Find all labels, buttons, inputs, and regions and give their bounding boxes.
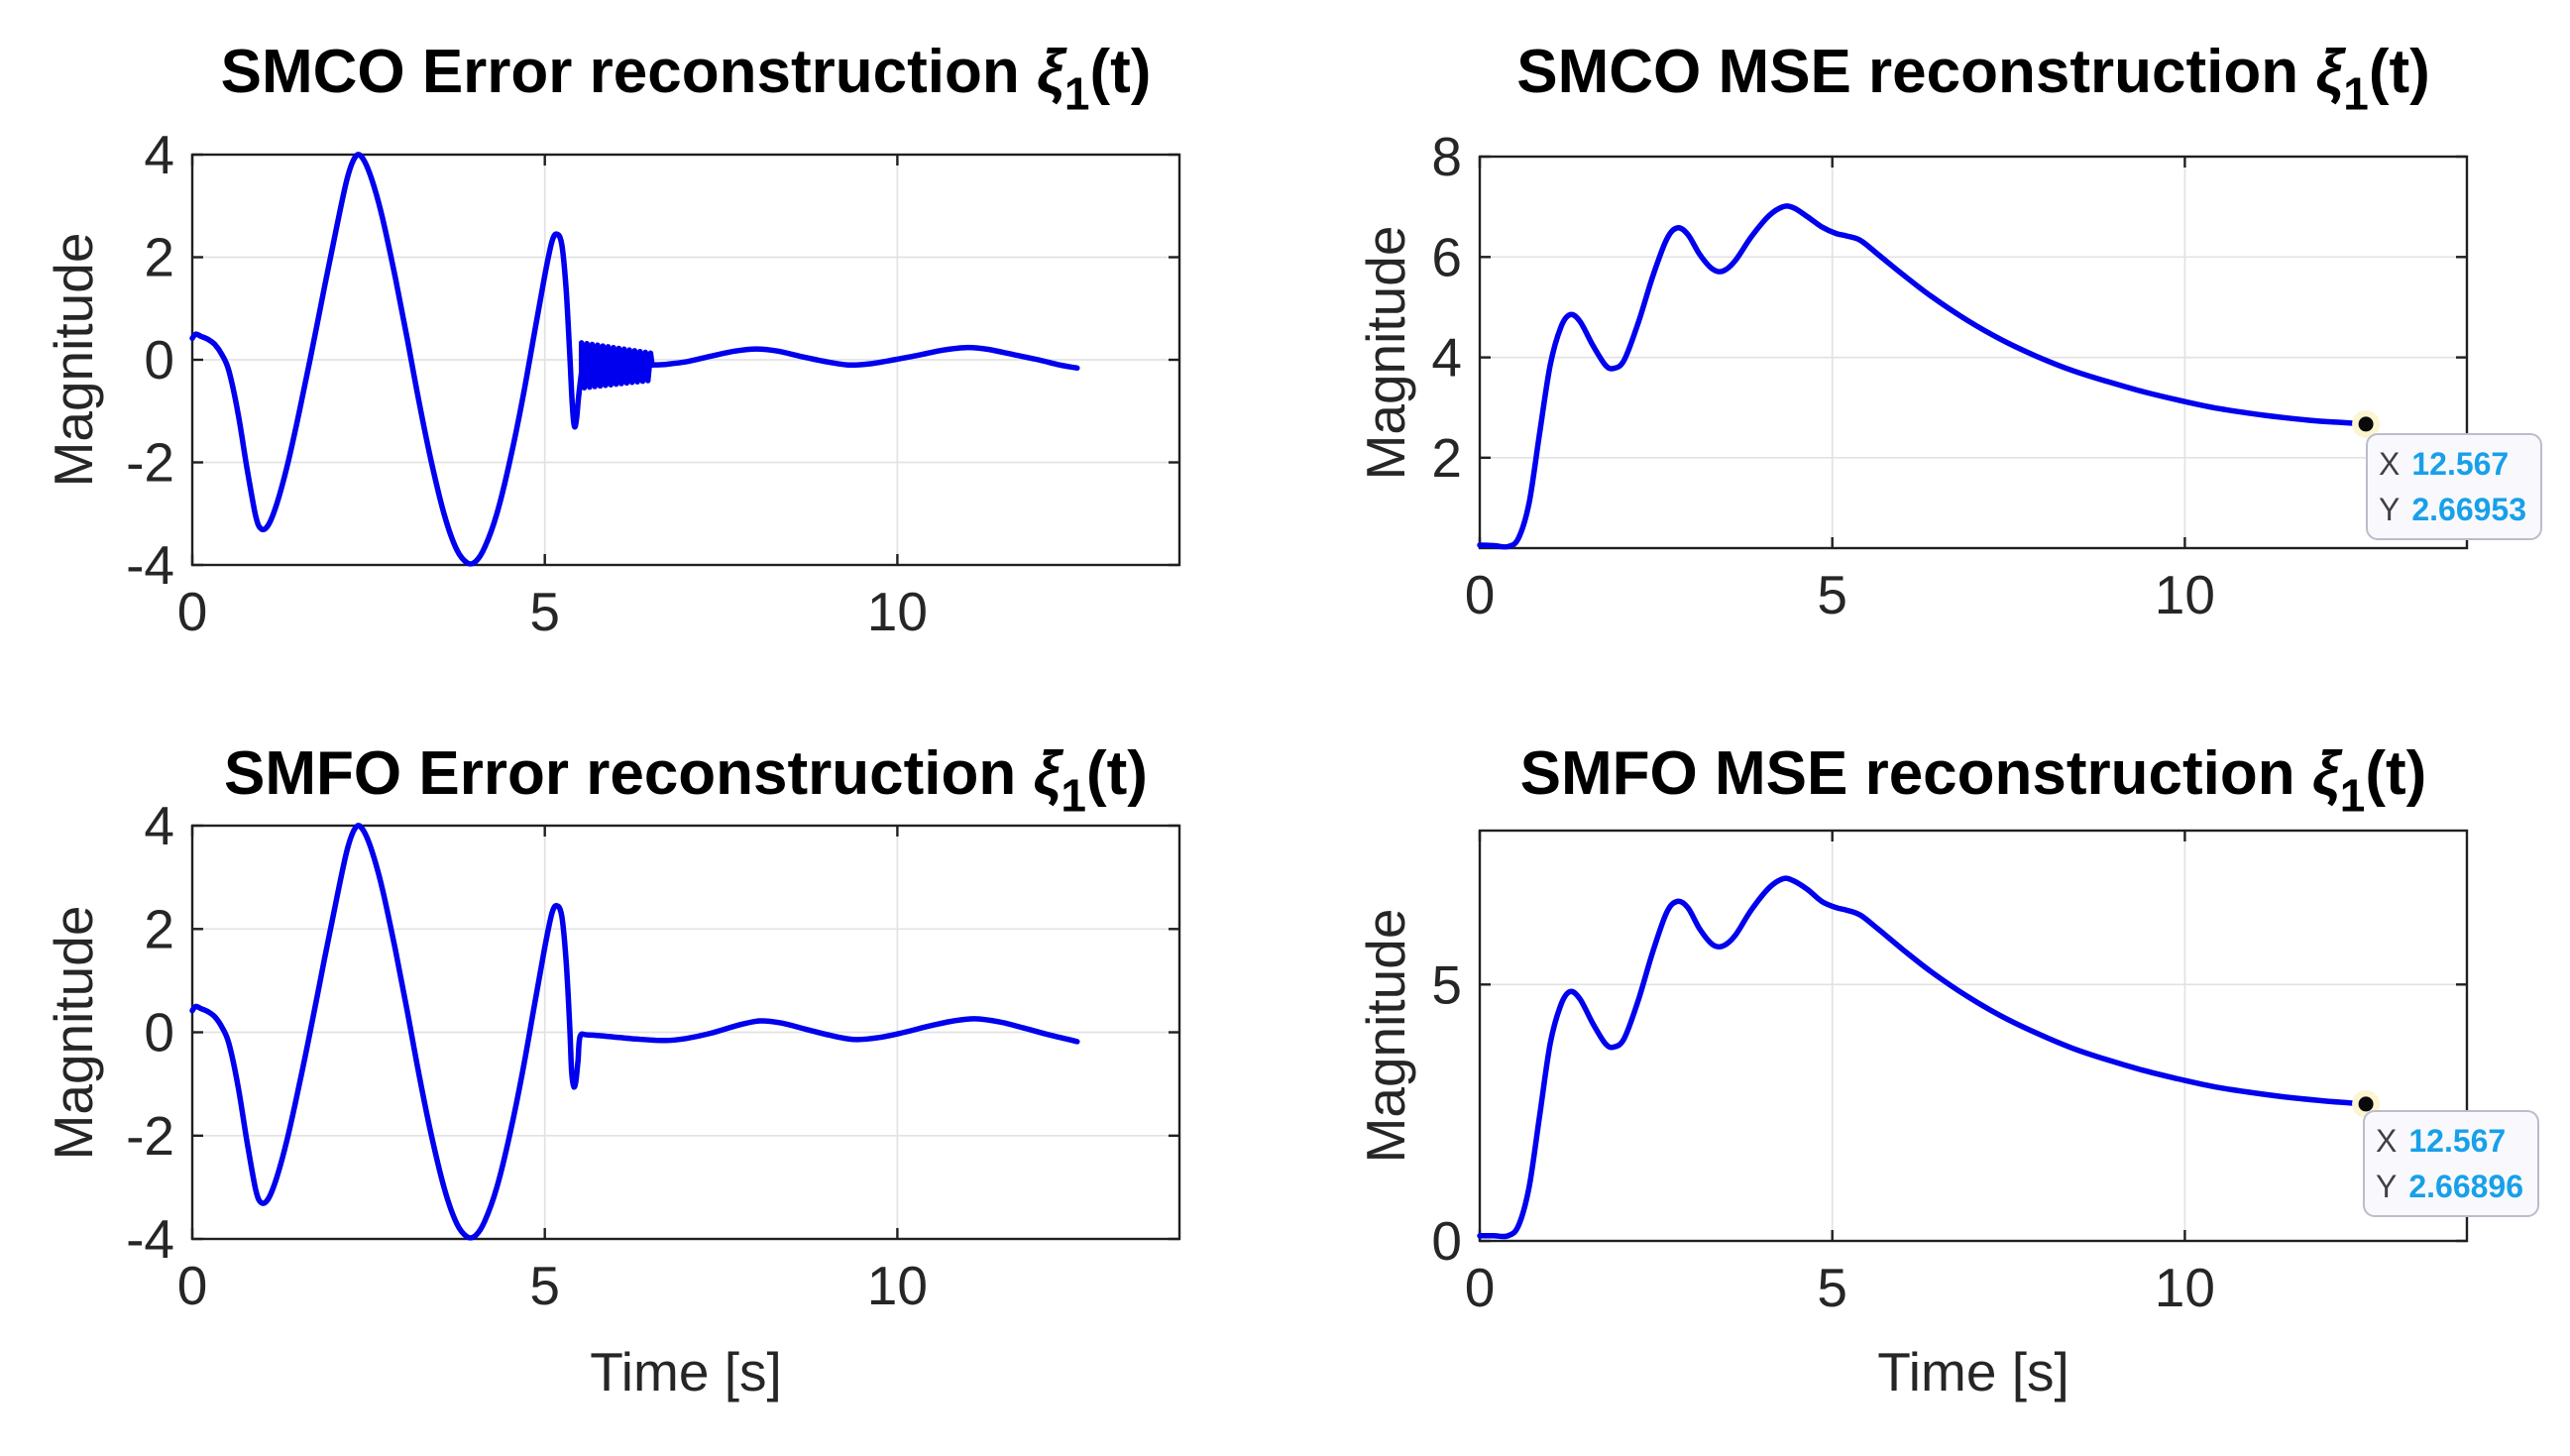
x-tick-label: 10 xyxy=(2155,1257,2215,1318)
x-tick-label: 10 xyxy=(2155,564,2215,625)
datatip-x-label: X xyxy=(2379,446,2401,482)
xi-symbol: ξ xyxy=(1036,38,1064,106)
data-curve[interactable] xyxy=(189,823,1080,1241)
x-axis-label: Time [s] xyxy=(1877,1341,2069,1402)
datatip-y-value: 2.66896 xyxy=(2408,1169,2524,1204)
title-tail: (t) xyxy=(2368,38,2430,106)
datatip-x-row: X 12.567 xyxy=(2376,1120,2526,1162)
data-curve[interactable] xyxy=(189,152,1080,567)
title-text: SMFO MSE reconstruction xyxy=(1519,739,2312,808)
y-tick-label: 4 xyxy=(144,795,174,856)
axes-box xyxy=(1478,155,2469,550)
x-tick-label: 0 xyxy=(177,1255,208,1316)
axes-smfo-mse[interactable]: 0 5 10 0 5 xyxy=(1431,829,2469,1318)
plot-title-smfo-error: SMFO Error reconstruction ξ1(t) xyxy=(192,729,1179,819)
y-axis-label: Magnitude xyxy=(43,905,104,1161)
y-tick-label: 0 xyxy=(1431,1210,1462,1272)
axes-smco-error[interactable]: 0 5 10 -4 -2 0 2 4 xyxy=(126,124,1181,642)
title-subscript: 1 xyxy=(1063,67,1090,120)
y-tick-label: 0 xyxy=(144,1002,174,1064)
y-axis-label: Magnitude xyxy=(1355,225,1416,481)
plot-title-smco-mse: SMCO MSE reconstruction ξ1(t) xyxy=(1480,28,2467,117)
axes-smfo-error[interactable]: 0 5 10 -4 -2 0 2 4 xyxy=(126,795,1181,1316)
datatip-marker[interactable] xyxy=(2358,416,2374,432)
plot-title-smco-error: SMCO Error reconstruction ξ1(t) xyxy=(192,28,1179,117)
data-curve[interactable] xyxy=(1477,203,2369,550)
x-tick-label: 5 xyxy=(1817,1257,1847,1318)
y-tick-label: 6 xyxy=(1431,226,1462,287)
axes-smco-mse[interactable]: 0 5 10 2 4 6 8 xyxy=(1431,126,2469,625)
title-subscript: 1 xyxy=(2343,67,2369,120)
y-tick-label: -4 xyxy=(126,1208,174,1270)
datatip-y-row: Y 2.66896 xyxy=(2376,1166,2526,1207)
datatip-x-row: X 12.567 xyxy=(2379,443,2529,485)
y-axis-label: Magnitude xyxy=(43,232,104,488)
xi-symbol: ξ xyxy=(2311,739,2340,808)
y-tick-label: 2 xyxy=(1431,427,1462,489)
x-tick-label: 0 xyxy=(177,581,208,642)
title-tail: (t) xyxy=(1089,38,1152,106)
xi-symbol: ξ xyxy=(1033,739,1062,808)
title-tail: (t) xyxy=(1085,739,1148,808)
x-tick-label: 5 xyxy=(529,581,560,642)
datatip-x-value: 12.567 xyxy=(2411,446,2510,482)
title-subscript: 1 xyxy=(1061,769,1086,822)
y-axis-label: Magnitude xyxy=(1355,908,1416,1164)
x-tick-label: 0 xyxy=(1465,564,1496,625)
y-tick-label: 2 xyxy=(144,898,174,959)
plot-title-smfo-mse: SMFO MSE reconstruction ξ1(t) xyxy=(1480,729,2467,819)
datatip-y-row: Y 2.66953 xyxy=(2379,489,2529,530)
y-tick-label: 4 xyxy=(1431,327,1462,389)
title-subscript: 1 xyxy=(2339,769,2366,822)
y-tick-label: -2 xyxy=(126,1105,174,1167)
title-text: SMFO Error reconstruction xyxy=(224,739,1034,808)
x-tick-label: 5 xyxy=(1817,564,1847,625)
y-tick-label: 2 xyxy=(144,227,174,288)
x-tick-label: 5 xyxy=(529,1255,560,1316)
title-text: SMCO MSE reconstruction xyxy=(1516,38,2316,106)
x-tick-label: 10 xyxy=(867,581,928,642)
xi-symbol: ξ xyxy=(2315,38,2344,106)
title-text: SMCO Error reconstruction xyxy=(220,38,1037,106)
y-tick-label: 8 xyxy=(1431,126,1462,187)
datatip-y-value: 2.66953 xyxy=(2411,492,2527,527)
x-tick-label: 10 xyxy=(867,1255,928,1316)
data-curve[interactable] xyxy=(1477,875,2369,1240)
title-tail: (t) xyxy=(2365,739,2427,808)
datatip-y-label: Y xyxy=(2376,1169,2398,1204)
y-tick-label: 4 xyxy=(144,124,174,185)
datatip-smco-mse[interactable]: X 12.567 Y 2.66953 xyxy=(2366,433,2542,540)
datatip-x-label: X xyxy=(2376,1123,2398,1159)
x-tick-label: 0 xyxy=(1465,1257,1496,1318)
datatip-x-value: 12.567 xyxy=(2408,1123,2507,1159)
y-tick-label: -4 xyxy=(126,534,174,596)
y-tick-label: 0 xyxy=(144,329,174,391)
x-axis-label: Time [s] xyxy=(590,1341,782,1402)
datatip-marker[interactable] xyxy=(2358,1096,2374,1112)
datatip-smfo-mse[interactable]: X 12.567 Y 2.66896 xyxy=(2363,1110,2539,1217)
y-tick-label: 5 xyxy=(1431,953,1462,1015)
axes-box xyxy=(1478,829,2469,1243)
y-tick-label: -2 xyxy=(126,432,174,494)
datatip-y-label: Y xyxy=(2379,492,2401,527)
